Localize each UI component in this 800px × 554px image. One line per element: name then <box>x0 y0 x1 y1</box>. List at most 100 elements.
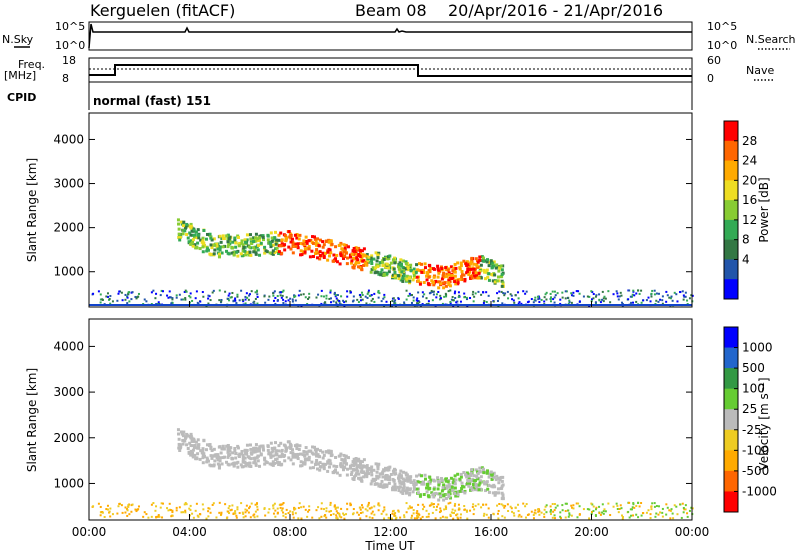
power-echo-cell <box>418 301 421 304</box>
velocity-echo-cell <box>196 444 200 448</box>
velocity-echo-cell <box>244 464 248 468</box>
power-echo-cell <box>220 298 223 301</box>
ytick-label: 3000 <box>53 385 84 399</box>
velocity-echo-cell <box>559 511 562 514</box>
power-echo-cell <box>415 275 419 279</box>
power-echo-cell <box>423 266 427 270</box>
velocity-echo-cell <box>410 516 413 519</box>
power-echo-cell <box>212 252 216 256</box>
velocity-echo-cell <box>500 479 504 483</box>
power-echo-cell <box>218 299 221 302</box>
velocity-echo-cell <box>445 507 448 510</box>
power-echo-cell <box>321 245 325 249</box>
velocity-echo-cell <box>282 502 285 505</box>
velocity-echo-cell <box>263 456 267 460</box>
time-axis: 00:00 04:00 08:00 12:00 16:00 20:00 00:00 <box>72 301 709 539</box>
power-echo-cell <box>530 298 533 301</box>
velocity-echo-cell <box>503 516 506 519</box>
velocity-echo-cell <box>395 516 398 519</box>
velocity-echo-cell <box>191 448 195 452</box>
power-echo-cell <box>254 252 258 256</box>
power-echo-cell <box>520 302 523 305</box>
velocity-echo-cell <box>401 470 405 474</box>
velocity-echo-cell <box>184 501 187 504</box>
velocity-echo-cell <box>277 461 281 465</box>
power-echo-cell <box>338 302 341 305</box>
velocity-echo-cell <box>210 456 214 460</box>
power-echo-cell <box>335 297 338 300</box>
power-echo-cell <box>283 243 287 247</box>
power-echo-cell <box>259 234 263 238</box>
power-echo-cell <box>256 293 259 296</box>
velocity-echo-cell <box>400 476 404 480</box>
power-echo-cell <box>491 273 495 277</box>
power-echo-cell <box>398 261 402 265</box>
power-echo-cell <box>252 301 255 304</box>
velocity-echo-cell <box>514 506 517 509</box>
velocity-echo-cell <box>256 515 259 518</box>
velocity-echo-cell <box>402 485 406 489</box>
velocity-echo-cell <box>412 509 415 512</box>
power-echo-cell <box>370 261 374 265</box>
power-echo-cell <box>650 295 653 298</box>
velocity-echo-cell <box>193 443 197 447</box>
power-echo-cell <box>415 299 418 302</box>
power-echo-cell <box>324 251 328 255</box>
velocity-echo-cell <box>497 481 501 485</box>
velocity-echo-cell <box>381 472 385 476</box>
velocity-echo-cell <box>362 458 366 462</box>
velocity-echo-cell <box>493 485 497 489</box>
velocity-echo-cell <box>127 505 130 508</box>
power-echo-cell <box>328 297 331 300</box>
velocity-echo-cell <box>250 452 254 456</box>
power-echo-cell <box>450 298 453 301</box>
velocity-echo-cell <box>376 464 380 468</box>
power-echo-cell <box>216 247 220 251</box>
velocity-echo-cell <box>676 513 679 516</box>
power-echo-cell <box>329 291 332 294</box>
power-echo-cell <box>367 289 370 292</box>
velocity-echo-cell <box>408 493 412 497</box>
velocity-echo-cell <box>423 505 426 508</box>
power-echo-cell <box>335 301 338 304</box>
velocity-echo-cell <box>425 486 429 490</box>
power-echo-cell <box>482 291 485 294</box>
velocity-echo-cell <box>418 513 421 516</box>
velocity-echo-cell <box>543 513 546 516</box>
velocity-echo-cell <box>269 455 273 459</box>
station-title: Kerguelen (fitACF) <box>90 1 235 20</box>
power-echo-cell <box>630 295 633 298</box>
velocity-echo-cell <box>247 456 251 460</box>
velocity-echo-cell <box>188 441 192 445</box>
power-echo-cell <box>365 255 369 259</box>
velocity-echo-cell <box>330 510 333 513</box>
power-echo-cell <box>485 268 489 272</box>
velocity-echo-cell <box>477 483 481 487</box>
power-echo-cell <box>242 300 245 303</box>
velocity-echo-cell <box>322 464 326 468</box>
power-echo-cell <box>549 292 552 295</box>
velocity-echo-cell <box>167 509 170 512</box>
power-echo-cell <box>370 268 374 272</box>
power-frame <box>88 112 693 308</box>
velocity-echo-cell <box>201 449 205 453</box>
velocity-echo-cell <box>401 477 405 481</box>
velocity-echo-cell <box>439 507 442 510</box>
power-echo-cell <box>686 299 689 302</box>
power-echo-cell <box>491 279 495 283</box>
power-echo-cell <box>195 235 199 239</box>
velocity-echo-cell <box>241 511 244 514</box>
power-echo-cell <box>465 270 469 274</box>
velocity-echo-cell <box>338 515 341 518</box>
power-echo-cell <box>442 286 446 290</box>
power-echo-cell <box>647 296 650 299</box>
velocity-echo-cell <box>435 508 438 511</box>
velocity-echo-cell <box>500 503 503 506</box>
velocity-echo-cell <box>416 514 419 517</box>
velocity-echo-cell <box>526 513 529 516</box>
power-echo-cell <box>328 239 332 243</box>
freq-frame <box>88 57 693 83</box>
velocity-echo-cell <box>215 453 219 457</box>
velocity-echo-cell <box>348 466 352 470</box>
power-echo-cell <box>106 295 109 298</box>
